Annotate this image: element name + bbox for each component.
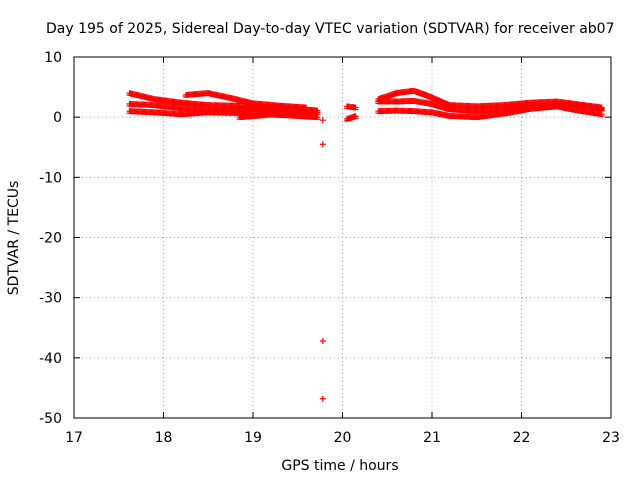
x-tick-label: 23 (602, 430, 620, 446)
x-tick-label: 22 (513, 430, 531, 446)
y-tick-label: -50 (39, 411, 62, 427)
x-tick-label: 19 (244, 430, 262, 446)
x-tick-label: 20 (334, 430, 352, 446)
y-axis-label: SDTVAR / TECUs (6, 181, 22, 296)
y-tick-label: 10 (44, 50, 62, 66)
axis-ticks (73, 56, 612, 419)
x-axis-label: GPS time / hours (281, 458, 398, 474)
y-tick-label: -20 (39, 231, 62, 247)
y-tick-label: -40 (39, 351, 62, 367)
y-tick-label: -30 (39, 291, 62, 307)
outlier-point-2 (319, 337, 326, 344)
y-tick-label: -10 (39, 170, 62, 186)
y-tick-label: 0 (53, 110, 62, 126)
outlier-point-1 (319, 141, 326, 148)
x-tick-label: 18 (155, 430, 173, 446)
x-tick-labels: 17 18 19 20 21 22 23 (65, 430, 620, 446)
x-tick-label: 21 (423, 430, 441, 446)
data-markers (126, 87, 605, 402)
y-tick-labels: 10 0 -10 -20 -30 -40 -50 (39, 50, 62, 427)
chart-title: Day 195 of 2025, Sidereal Day-to-day VTE… (46, 21, 615, 37)
outlier-point-0 (319, 117, 326, 124)
outlier-point-3 (319, 395, 326, 402)
x-tick-label: 17 (65, 430, 83, 446)
